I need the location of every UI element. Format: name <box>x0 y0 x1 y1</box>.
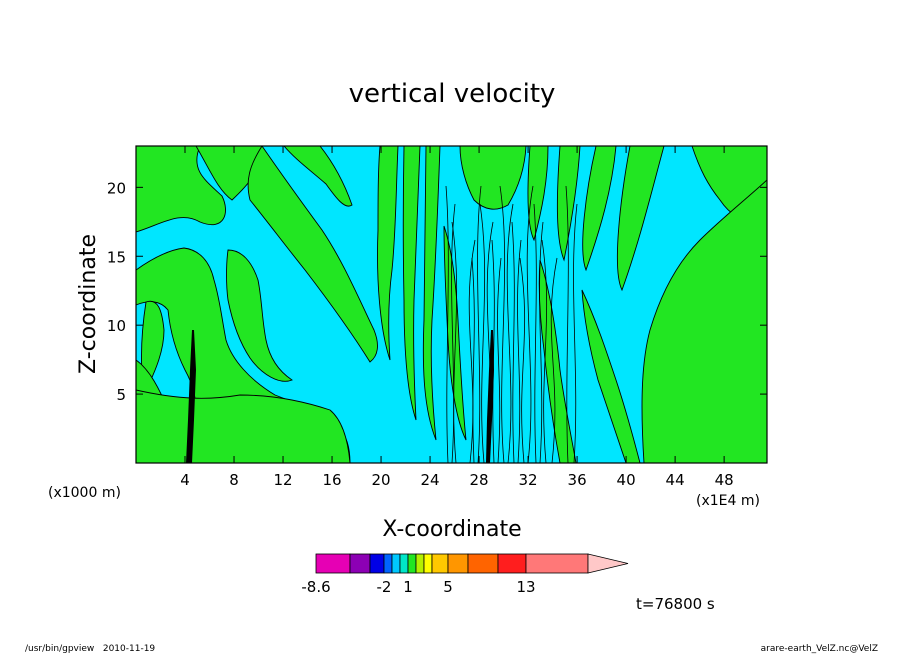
positive-region-10 <box>582 146 617 272</box>
updraft-core-right <box>486 330 494 463</box>
colorbar-segment <box>525 553 589 574</box>
plot-area <box>136 146 767 463</box>
contour-line-2 <box>451 221 458 463</box>
contour-line-17 <box>539 221 544 463</box>
x-unit-label: (x1E4 m) <box>696 493 760 509</box>
colorbar-segment <box>447 553 469 574</box>
contour-line-16 <box>533 203 537 463</box>
colorbar-extend-arrow <box>587 553 629 574</box>
positive-region-17 <box>443 225 467 441</box>
positive-region-14 <box>377 146 399 361</box>
positive-region-5 <box>141 300 165 391</box>
y-tick-label: 20 <box>107 179 126 197</box>
y-tick-label: 5 <box>116 386 126 404</box>
colorbar-segment <box>315 553 351 574</box>
positive-region-8 <box>527 146 549 242</box>
positive-region-19 <box>581 289 641 463</box>
colorbar <box>315 553 629 574</box>
time-label: t=76800 s <box>636 595 715 613</box>
contour-line-9 <box>497 257 502 463</box>
y-axis-label: Z-coordinate <box>76 234 101 374</box>
colorbar-segment <box>467 553 499 574</box>
footer-left: /usr/bin/gpview 2010-11-19 <box>25 644 155 654</box>
x-axis-label: X-coordinate <box>382 517 521 542</box>
x-tick-label: 36 <box>568 471 587 489</box>
x-tick-label: 16 <box>322 471 341 489</box>
positive-region-16 <box>422 146 441 441</box>
updraft-core-left <box>186 330 196 463</box>
x-tick-label: 12 <box>273 471 292 489</box>
contour-line-20 <box>565 185 569 463</box>
contour-line-5 <box>477 185 482 463</box>
positive-region-7 <box>459 146 527 210</box>
x-tick-label: 32 <box>519 471 538 489</box>
contour-line-4 <box>471 257 475 463</box>
positive-region-3 <box>283 146 353 207</box>
x-tick-label: 44 <box>666 471 685 489</box>
colorbar-segment <box>431 553 449 574</box>
contour-line-14 <box>519 257 526 463</box>
colorbar-segment <box>349 553 371 574</box>
positive-region-11 <box>616 146 665 292</box>
x-tick-label: 20 <box>372 471 391 489</box>
y-axis-ticks: 5 10 15 20 <box>107 179 767 404</box>
contour-line-1 <box>451 203 456 463</box>
contour-line-6 <box>479 203 486 463</box>
y-tick-label: 15 <box>107 248 126 266</box>
positive-region-9 <box>556 146 581 262</box>
colorbar-segment <box>369 553 385 574</box>
positive-region-13 <box>641 179 767 463</box>
colorbar-tick-label: -8.6 <box>301 578 330 596</box>
colorbar-tick-labels: -8.6 -2 1 5 13 <box>301 578 535 596</box>
contour-line-13 <box>517 239 522 463</box>
x-tick-label: 40 <box>617 471 636 489</box>
colorbar-segment <box>391 553 401 574</box>
contour-line-19 <box>550 257 558 463</box>
positive-region-2 <box>247 146 378 363</box>
colorbar-segment <box>407 553 417 574</box>
contour-line-15 <box>526 185 534 463</box>
chart-title: vertical velocity <box>349 79 556 109</box>
y-tick-label: 10 <box>107 317 126 335</box>
x-tick-label: 4 <box>180 471 190 489</box>
x-tick-label: 24 <box>421 471 440 489</box>
x-axis-ticks: 4 8 12 16 20 24 28 32 36 40 44 48 <box>180 146 734 489</box>
colorbar-tick-label: 13 <box>516 578 535 596</box>
contour-line-18 <box>541 239 548 463</box>
contour-line-0 <box>445 185 449 463</box>
y-unit-label: (x1000 m) <box>48 485 121 501</box>
colorbar-segment <box>415 553 425 574</box>
colorbar-segment <box>497 553 527 574</box>
contour-line-12 <box>511 221 515 463</box>
contour-line-3 <box>468 239 476 463</box>
x-tick-label: 28 <box>470 471 489 489</box>
footer-right: arare-earth_VelZ.nc@VelZ <box>761 644 878 654</box>
colorbar-segment <box>423 553 433 574</box>
x-tick-label: 48 <box>715 471 734 489</box>
plot-frame <box>135 145 768 464</box>
colorbar-tick-label: 5 <box>443 578 453 596</box>
contour-line-10 <box>499 185 506 463</box>
x-tick-label: 8 <box>229 471 239 489</box>
colorbar-tick-label: 1 <box>403 578 413 596</box>
colorbar-segment <box>399 553 409 574</box>
colorbar-segment <box>383 553 393 574</box>
contour-line-21 <box>573 203 578 463</box>
positive-region-18 <box>538 259 577 463</box>
colorbar-tick-label: -2 <box>377 578 392 596</box>
contour-line-8 <box>491 239 495 463</box>
positive-region-6 <box>226 249 293 382</box>
positive-region-15 <box>402 146 421 421</box>
contour-line-11 <box>506 203 514 463</box>
positive-region-0 <box>136 146 226 233</box>
